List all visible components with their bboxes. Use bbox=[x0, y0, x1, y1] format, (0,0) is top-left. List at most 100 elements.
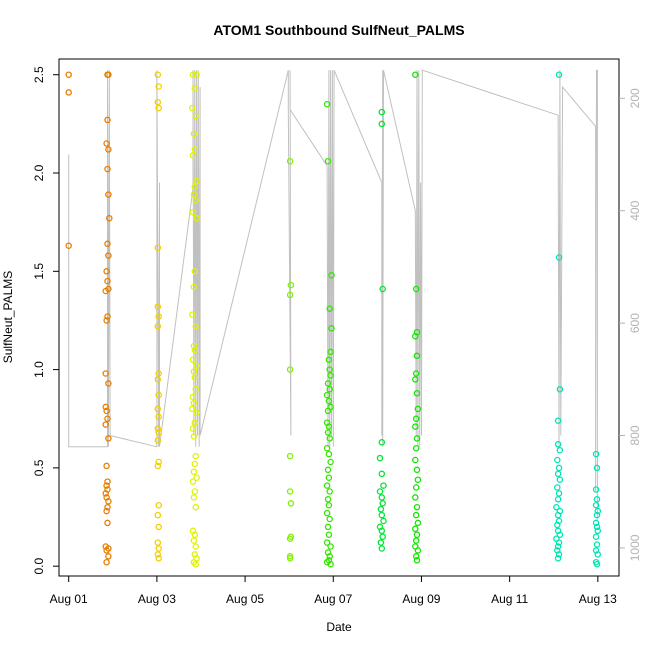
y-tick-label: 0.5 bbox=[32, 459, 46, 476]
data-point bbox=[188, 311, 196, 318]
data-point bbox=[378, 108, 386, 116]
data-point bbox=[594, 551, 602, 558]
data-point bbox=[104, 277, 111, 285]
data-point bbox=[379, 533, 386, 540]
data-point bbox=[324, 523, 332, 531]
data-point bbox=[192, 543, 199, 550]
data-point bbox=[323, 100, 331, 108]
data-point bbox=[412, 553, 420, 560]
data-point bbox=[554, 456, 561, 464]
data-point bbox=[556, 386, 564, 393]
data-point bbox=[328, 325, 335, 332]
data-point bbox=[554, 496, 562, 503]
data-point bbox=[592, 450, 600, 458]
data-point bbox=[104, 415, 111, 422]
data-point bbox=[554, 484, 561, 491]
data-point bbox=[154, 244, 162, 251]
data-point bbox=[192, 503, 199, 511]
right-tick-label: 200 bbox=[628, 88, 642, 108]
data-point bbox=[103, 482, 110, 489]
altitude-track-line bbox=[68, 69, 598, 520]
data-point bbox=[155, 104, 162, 112]
data-point bbox=[325, 531, 333, 538]
data-point bbox=[378, 494, 386, 501]
data-point bbox=[193, 474, 200, 481]
x-tick-label: Aug 03 bbox=[138, 592, 176, 606]
data-point bbox=[412, 423, 419, 430]
data-point bbox=[594, 527, 602, 535]
data-point bbox=[191, 419, 199, 426]
data-point bbox=[414, 547, 422, 554]
data-point bbox=[593, 511, 601, 519]
data-point bbox=[323, 444, 331, 452]
data-point bbox=[190, 494, 198, 501]
data-point bbox=[155, 555, 162, 562]
data-point bbox=[190, 537, 198, 544]
data-point bbox=[102, 403, 109, 411]
data-point bbox=[105, 146, 112, 153]
data-point bbox=[286, 157, 294, 165]
data-point bbox=[326, 305, 333, 312]
data-point bbox=[286, 555, 294, 562]
data-point bbox=[325, 474, 333, 481]
data-point bbox=[413, 503, 421, 511]
data-points-layer bbox=[65, 71, 602, 568]
data-point bbox=[191, 268, 199, 275]
data-point bbox=[286, 553, 294, 560]
data-point bbox=[378, 511, 386, 519]
x-tick-label: Aug 05 bbox=[226, 592, 264, 606]
data-point bbox=[412, 494, 419, 501]
data-point bbox=[192, 112, 199, 120]
data-point bbox=[324, 380, 332, 387]
data-point bbox=[103, 317, 110, 324]
data-point bbox=[555, 464, 563, 472]
data-point bbox=[592, 519, 600, 527]
data-point bbox=[190, 130, 198, 137]
data-point bbox=[191, 183, 199, 191]
data-point bbox=[326, 553, 333, 560]
data-point bbox=[412, 71, 419, 78]
data-point bbox=[327, 403, 334, 411]
data-point bbox=[154, 98, 162, 106]
data-point bbox=[102, 421, 109, 428]
data-point bbox=[104, 240, 111, 248]
data-point bbox=[325, 356, 333, 364]
y-tick-label: 1.0 bbox=[32, 361, 46, 378]
right-tick-label: 400 bbox=[628, 200, 642, 220]
data-point bbox=[554, 470, 562, 478]
data-point bbox=[104, 519, 111, 527]
data-point bbox=[325, 397, 333, 405]
data-point bbox=[189, 393, 197, 401]
y-axis: 0.0 0.5 1.0 1.5 2.0 2.5 bbox=[32, 66, 59, 575]
data-point bbox=[192, 197, 199, 204]
data-point bbox=[154, 511, 162, 519]
data-point bbox=[412, 415, 420, 422]
data-point bbox=[592, 501, 600, 509]
data-point bbox=[191, 531, 199, 538]
data-point bbox=[154, 376, 162, 383]
data-point bbox=[412, 537, 420, 544]
data-point bbox=[414, 476, 422, 483]
data-point bbox=[190, 433, 198, 440]
data-point bbox=[105, 498, 112, 505]
data-point bbox=[105, 553, 112, 560]
data-point bbox=[105, 191, 112, 198]
data-point bbox=[103, 407, 110, 415]
data-point bbox=[328, 271, 335, 279]
data-point bbox=[376, 488, 384, 495]
data-point bbox=[380, 482, 387, 489]
data-point bbox=[327, 348, 334, 356]
data-point bbox=[104, 313, 111, 320]
data-point bbox=[105, 380, 112, 387]
data-point bbox=[554, 511, 562, 519]
data-point bbox=[192, 560, 199, 568]
data-point bbox=[286, 452, 294, 460]
y-tick-label: 2.5 bbox=[32, 66, 46, 83]
data-point bbox=[188, 405, 196, 413]
data-point bbox=[412, 370, 420, 377]
data-point bbox=[103, 462, 110, 470]
data-point bbox=[556, 476, 564, 483]
data-point bbox=[554, 543, 562, 550]
data-point bbox=[413, 557, 421, 564]
data-point bbox=[190, 191, 198, 198]
